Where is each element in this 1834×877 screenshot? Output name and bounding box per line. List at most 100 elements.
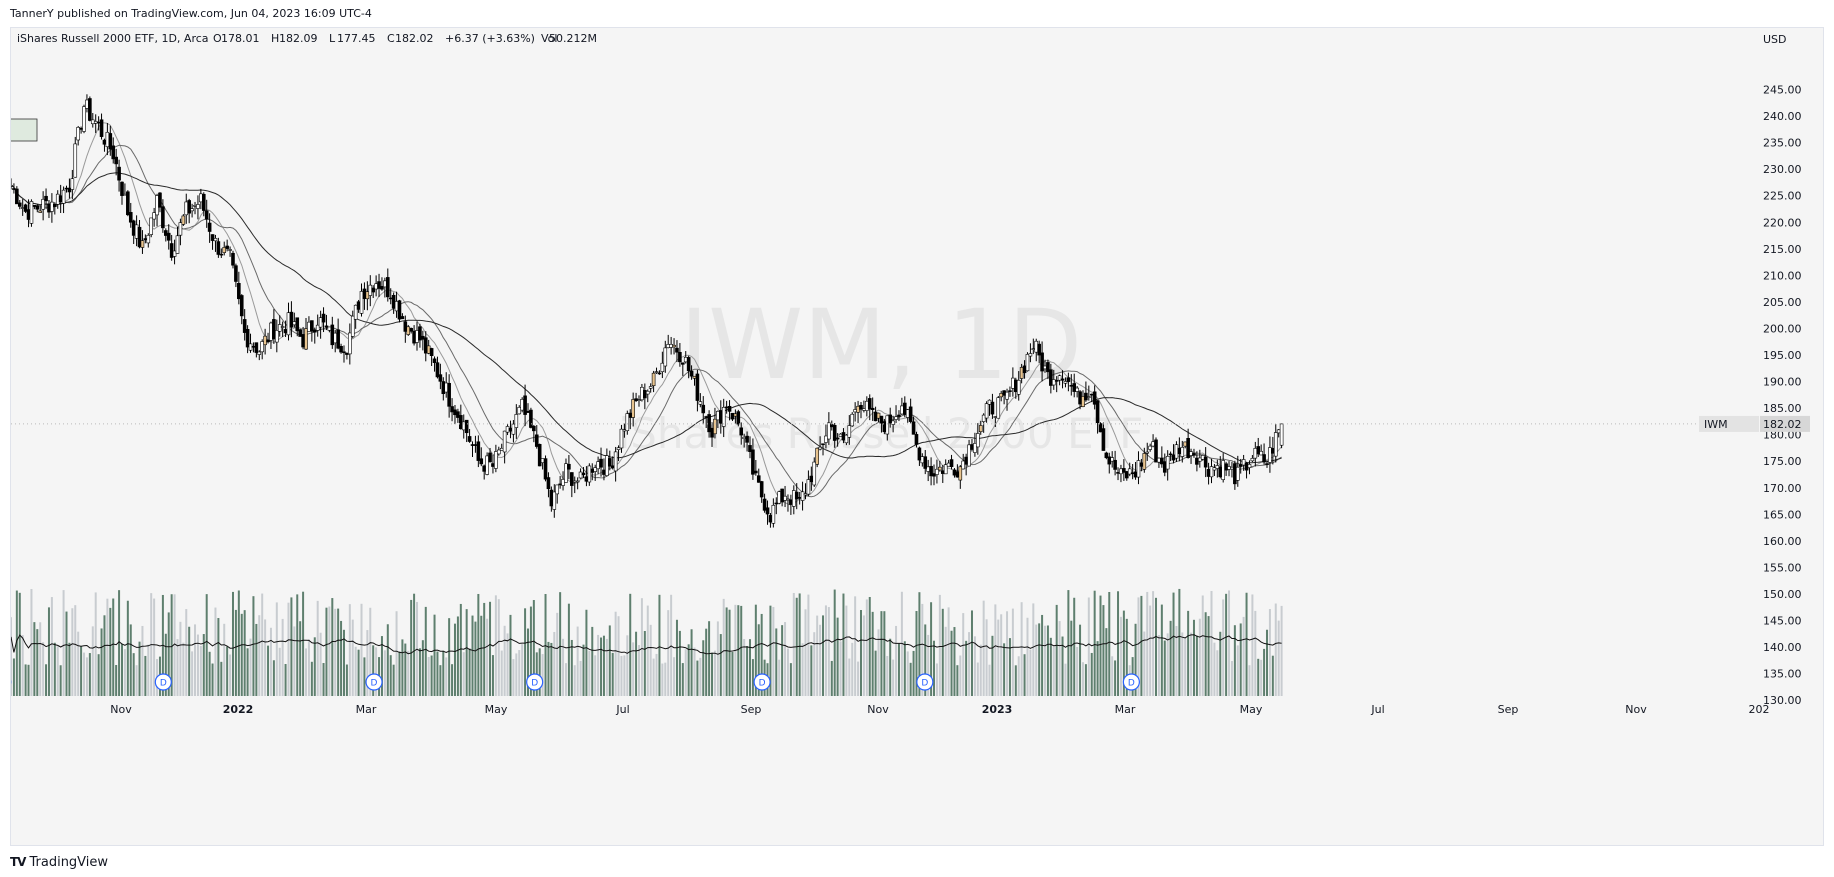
dividend-marker[interactable]: D (154, 673, 172, 691)
candle-body (1162, 461, 1167, 473)
dividend-marker[interactable]: D (365, 673, 383, 691)
chart-frame[interactable]: IWM, 1D iShares Russell 2000 ETF iShares R… (0, 27, 1824, 846)
volume-bar (287, 602, 290, 696)
volume-bar (670, 594, 673, 696)
candle-body (429, 348, 434, 357)
volume-bar (696, 660, 699, 696)
volume-bar (982, 600, 985, 696)
volume-bar (883, 611, 886, 696)
volume-bar (1114, 660, 1117, 696)
volume-bar (567, 603, 570, 696)
candle-body (310, 320, 314, 332)
volume-bar (1271, 655, 1274, 696)
volume-bar (1198, 618, 1201, 696)
volume-bar (80, 646, 83, 696)
candle-body (339, 345, 343, 353)
currency-label: USD (1763, 33, 1787, 46)
volume-bar (538, 648, 541, 696)
candle-body (505, 426, 510, 433)
candle-body (567, 463, 571, 470)
candle-body (228, 249, 232, 251)
dividend-marker[interactable]: D (526, 673, 544, 691)
volume-bar (1029, 649, 1032, 696)
volume-bar (363, 657, 366, 696)
candle-body (1276, 429, 1281, 434)
candle-body (143, 238, 148, 241)
candle-body (1259, 450, 1263, 456)
candle-body (891, 420, 895, 425)
candle-body (356, 301, 361, 310)
dividend-marker-circle[interactable] (526, 673, 544, 691)
volume-bar (331, 598, 334, 696)
volume-bar (1055, 604, 1058, 696)
candle-body (1212, 467, 1217, 471)
volume-bar (1067, 590, 1070, 696)
volume-bar (1090, 652, 1093, 696)
dividend-marker-circle[interactable] (916, 673, 934, 691)
candle-body (756, 475, 761, 483)
candle-body (914, 434, 919, 445)
volume-bar (369, 607, 372, 696)
volume-bar (865, 599, 868, 696)
candle-body (640, 386, 644, 401)
dividend-marker-circle[interactable] (365, 673, 383, 691)
volume-bar (941, 608, 944, 696)
volume-bar (459, 603, 462, 696)
volume-bar (448, 618, 451, 696)
price-tick-label: 145.00 (1763, 615, 1802, 628)
dividend-marker-circle[interactable] (154, 673, 172, 691)
volume-bar (249, 638, 252, 696)
volume-bar (716, 621, 719, 696)
candle-body (1101, 428, 1106, 451)
volume-bar (50, 597, 53, 696)
price-tick-label: 130.00 (1763, 694, 1802, 707)
volume-bar (997, 619, 1000, 696)
candle-body (967, 444, 971, 467)
volume-bar (532, 600, 535, 696)
dividend-marker[interactable]: D (916, 673, 934, 691)
volume-bar (819, 624, 822, 696)
candle-body (882, 421, 887, 433)
volume-bar (579, 660, 582, 696)
volume-bar (564, 663, 567, 696)
volume-series (10, 588, 1283, 696)
volume-bar (421, 640, 424, 696)
candle-body (12, 188, 16, 190)
candle-body (336, 329, 340, 349)
candle-body (675, 347, 679, 353)
volume-bar (226, 646, 229, 696)
dividend-marker[interactable]: D (1122, 673, 1140, 691)
volume-bar (1137, 597, 1140, 696)
dividend-marker-label: D (1128, 679, 1135, 689)
candle-body (581, 472, 586, 476)
candle-body (885, 415, 890, 435)
candle-body (1206, 469, 1211, 477)
candle-body (1110, 457, 1114, 462)
candle-body (491, 463, 495, 467)
dividend-marker-circle[interactable] (753, 673, 771, 691)
volume-bar (85, 657, 88, 696)
candle-body (1069, 385, 1074, 387)
volume-bar (708, 621, 711, 696)
tradingview-logo[interactable]: TV TradingView (10, 855, 108, 870)
volume-bar (857, 661, 860, 696)
dividend-marker-circle[interactable] (1122, 673, 1140, 691)
candle-body (1174, 444, 1179, 459)
volume-bar (570, 639, 573, 696)
volume-bar (389, 655, 392, 696)
candle-body (374, 283, 378, 290)
candle-body (1273, 432, 1278, 457)
volume-bar (944, 626, 947, 696)
candle-body (324, 325, 329, 328)
dividend-marker[interactable]: D (753, 673, 771, 691)
candle-body (847, 425, 852, 438)
range-box[interactable] (9, 118, 38, 142)
volume-bar (77, 631, 80, 696)
candle-body (973, 443, 977, 453)
volume-bar (395, 611, 398, 696)
candle-body (1013, 379, 1018, 393)
candle-body (190, 208, 194, 212)
volume-bar (1023, 654, 1026, 696)
candle-body (648, 386, 653, 389)
